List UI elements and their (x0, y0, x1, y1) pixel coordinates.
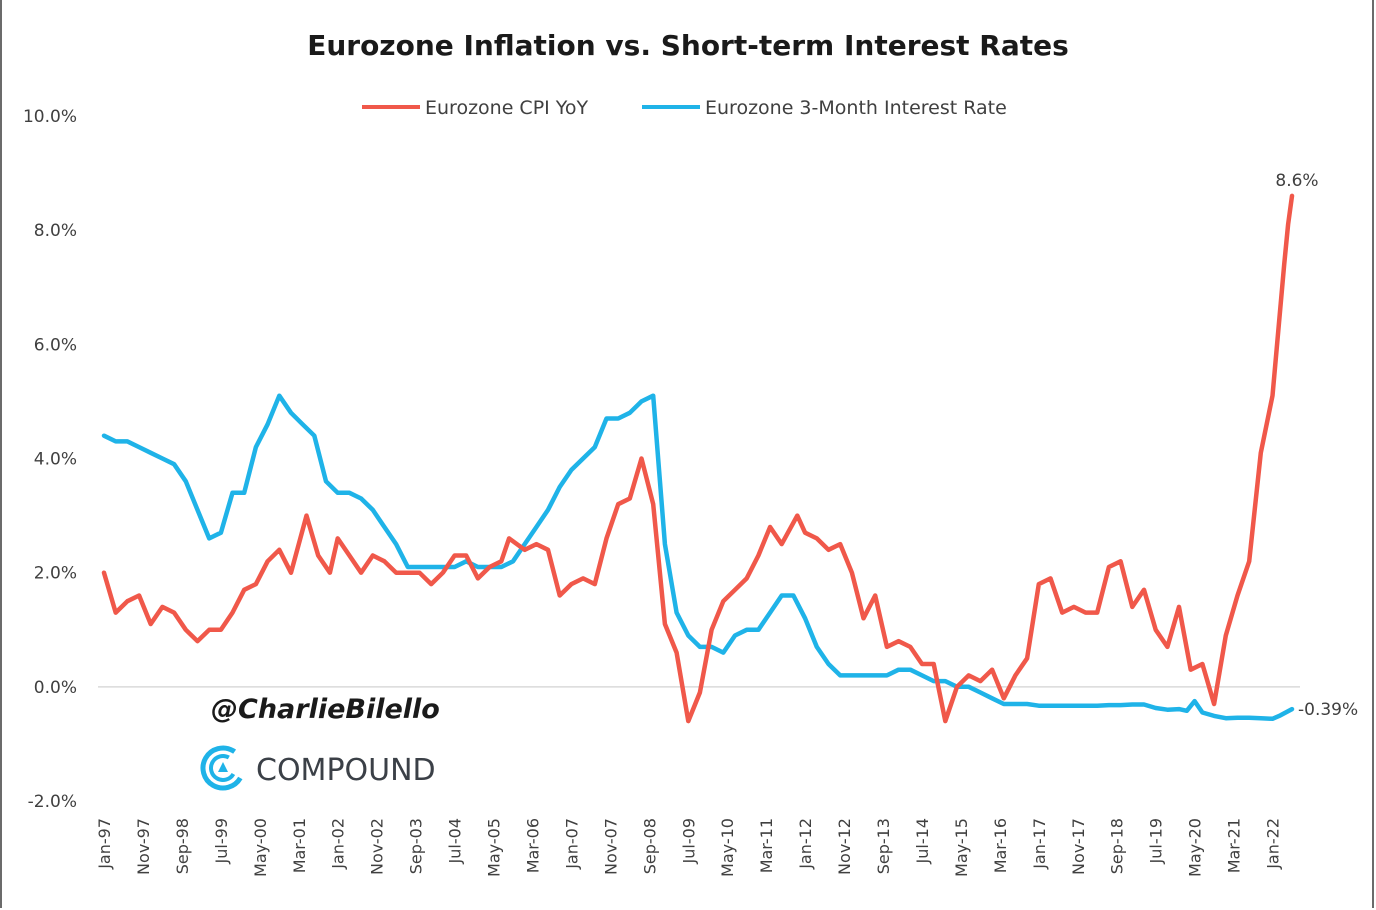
y-tick-label: 6.0% (34, 335, 77, 355)
x-tick-label: Mar-16 (991, 818, 1010, 873)
x-tick-label: May-15 (952, 818, 971, 877)
x-tick-label: Nov-12 (835, 818, 854, 875)
x-tick-label: Jan-12 (796, 818, 815, 870)
series-lines (101, 193, 1295, 724)
x-tick-label: Jan-97 (95, 818, 114, 870)
x-tick-label: Nov-97 (134, 818, 153, 875)
legend-label-rate: Eurozone 3-Month Interest Rate (705, 97, 1007, 119)
y-tick-label: 10.0% (23, 107, 77, 127)
x-tick-label: Mar-11 (757, 818, 776, 873)
y-tick-label: -2.0% (28, 792, 77, 812)
x-tick-label: Nov-02 (368, 818, 387, 875)
y-tick-label: 4.0% (34, 450, 77, 470)
x-tick-label: Mar-21 (1225, 818, 1244, 873)
x-tick-label: May-00 (251, 818, 270, 877)
y-tick-label: 2.0% (34, 564, 77, 584)
x-tick-label: May-20 (1186, 818, 1205, 877)
twitter-handle: @CharlieBilello (211, 694, 440, 725)
x-tick-label: Sep-13 (874, 818, 893, 874)
watermark: @CharlieBilello COMPOUND (200, 694, 440, 791)
x-tick-label: Mar-01 (290, 818, 309, 873)
x-tick-label: Jan-17 (1030, 818, 1049, 870)
rate-series-line (101, 393, 1295, 722)
end-labels: 8.6% -0.39% (1275, 171, 1358, 720)
chart-title: Eurozone Inflation vs. Short-term Intere… (307, 29, 1069, 62)
y-axis: 10.0% 8.0% 6.0% 4.0% 2.0% 0.0% -2.0% (23, 107, 77, 812)
x-tick-label: Sep-08 (640, 818, 659, 874)
x-tick-label: Nov-17 (1069, 818, 1088, 875)
x-tick-label: Mar-06 (523, 818, 542, 873)
x-tick-label: Jan-02 (329, 818, 348, 870)
x-tick-label: May-05 (485, 818, 504, 877)
legend-label-cpi: Eurozone CPI YoY (425, 97, 589, 119)
cpi-series-line (101, 193, 1295, 724)
x-tick-label: Nov-07 (601, 818, 620, 875)
x-axis: Jan-97 Nov-97 Sep-98 Jul-99 May-00 Mar-01 Jan-… (95, 818, 1283, 877)
y-tick-label: 8.0% (34, 221, 77, 241)
x-tick-label: Jul-19 (1147, 818, 1166, 864)
x-tick-label: Sep-98 (173, 818, 192, 874)
x-tick-label: Jan-22 (1264, 818, 1283, 870)
x-tick-label: Jul-14 (913, 818, 932, 864)
x-tick-label: Jul-09 (679, 818, 698, 864)
rate-end-label: -0.39% (1298, 700, 1358, 720)
x-tick-label: Jul-99 (212, 818, 231, 864)
compound-logo-icon (200, 745, 246, 791)
x-tick-label: Sep-03 (407, 818, 426, 874)
x-tick-label: Jul-04 (446, 818, 465, 864)
x-tick-label: Jan-07 (562, 818, 581, 870)
x-tick-label: Sep-18 (1108, 818, 1127, 874)
x-tick-label: May-10 (718, 818, 737, 877)
legend: Eurozone CPI YoY Eurozone 3-Month Intere… (362, 97, 1007, 119)
brand-name: COMPOUND (256, 753, 436, 788)
y-tick-label: 0.0% (34, 678, 77, 698)
cpi-end-label: 8.6% (1275, 171, 1318, 191)
